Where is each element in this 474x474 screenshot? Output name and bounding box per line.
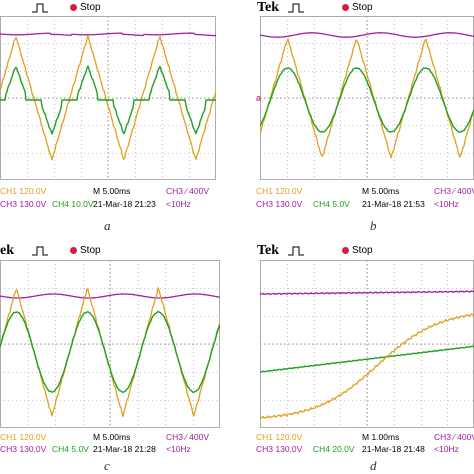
trigger-pulse-icon <box>288 3 304 13</box>
ch1-trace <box>0 35 216 161</box>
scope-panel-b: Tek Stop a CH1 120.0V CH3 130.0V CH4 5.0… <box>256 0 474 237</box>
ground-marker: a <box>256 93 262 103</box>
trigger-frequency: <10Hz <box>166 199 191 209</box>
screen-b <box>260 16 474 180</box>
timebase: M 1.00ms <box>362 432 400 442</box>
graticule <box>260 260 474 428</box>
ch3-trace <box>260 32 474 38</box>
brand-logo: Tek <box>257 243 280 258</box>
trigger-level: CH3 ∕ 400V <box>434 432 474 442</box>
trigger-level: CH3 ∕ 400V <box>166 432 209 442</box>
scope-panel-a: Stop CH1 120.0V CH3 130.0V CH4 10.0V M 5… <box>0 0 220 237</box>
stop-status: Stop <box>80 2 101 13</box>
stop-dot-icon <box>342 4 349 11</box>
trigger-pulse-icon <box>288 246 304 256</box>
trigger-pulse-icon <box>32 3 48 13</box>
ch3-scale: CH3 130.0V <box>256 199 303 209</box>
ch4-trace <box>260 67 474 134</box>
ch3-trace <box>0 293 220 299</box>
screen-d <box>260 260 474 428</box>
panel-caption: b <box>370 218 377 233</box>
graticule <box>0 260 220 428</box>
stop-dot-icon <box>70 247 77 254</box>
ch4-scale: CH4 10.0V <box>52 199 94 209</box>
stop-status: Stop <box>352 245 373 256</box>
ch3-scale: CH3 130.0V <box>256 444 303 454</box>
timebase: M 5.00ms <box>362 186 400 196</box>
trigger-frequency: <10Hz <box>434 199 459 209</box>
ch1-trace <box>260 38 474 159</box>
ch1-trace <box>260 313 474 419</box>
scope-panel-d: Tek Stop CH1 120.0V CH3 130.0V CH4 20.0V… <box>256 240 474 474</box>
ch3-trace <box>260 290 474 296</box>
timebase: M 5.00ms <box>93 186 131 196</box>
trigger-level: CH3 ∕ 400V <box>166 186 209 196</box>
ch3-trace <box>0 32 216 37</box>
timestamp: 21-Mar-18 21:23 <box>93 199 156 209</box>
graticule <box>0 16 216 180</box>
ch1-scale: CH1 120.0V <box>256 186 303 196</box>
brand-logo: ek <box>0 243 14 258</box>
ch3-scale: CH3 130.0V <box>0 444 47 454</box>
screen-a <box>0 16 216 180</box>
screen-c <box>0 260 220 428</box>
ch1-scale: CH1 120.0V <box>0 432 47 442</box>
timestamp: 21-Mar-18 21:48 <box>362 444 425 454</box>
ch4-trace <box>0 65 216 135</box>
trigger-level: CH3 ∕ 400V <box>434 186 474 196</box>
timestamp: 21-Mar-18 21:28 <box>93 444 156 454</box>
stop-dot-icon <box>70 4 77 11</box>
ch4-trace <box>0 310 220 394</box>
timestamp: 21-Mar-18 21:53 <box>362 199 425 209</box>
ch3-scale: CH3 130.0V <box>0 199 47 209</box>
stop-dot-icon <box>342 247 349 254</box>
screen-border <box>0 16 216 180</box>
panel-caption: c <box>104 458 110 473</box>
ch4-scale: CH4 5.0V <box>313 199 350 209</box>
brand-logo: Tek <box>257 0 280 15</box>
trigger-frequency: <10Hz <box>434 444 459 454</box>
timebase: M 5.00ms <box>93 432 131 442</box>
stop-status: Stop <box>352 2 373 13</box>
ch4-scale: CH4 20.0V <box>313 444 355 454</box>
trigger-frequency: <10Hz <box>166 444 191 454</box>
stop-status: Stop <box>80 245 101 256</box>
ch4-scale: CH4 5.0V <box>52 444 89 454</box>
trigger-pulse-icon <box>32 246 48 256</box>
ch4-trace <box>260 345 474 373</box>
ch1-scale: CH1 120.0V <box>0 186 47 196</box>
panel-caption: d <box>370 458 377 473</box>
scope-panel-c: ek Stop CH1 120.0V CH3 130.0V CH4 5.0V M… <box>0 240 220 474</box>
ch1-scale: CH1 120.0V <box>256 432 303 442</box>
panel-caption: a <box>104 218 111 233</box>
